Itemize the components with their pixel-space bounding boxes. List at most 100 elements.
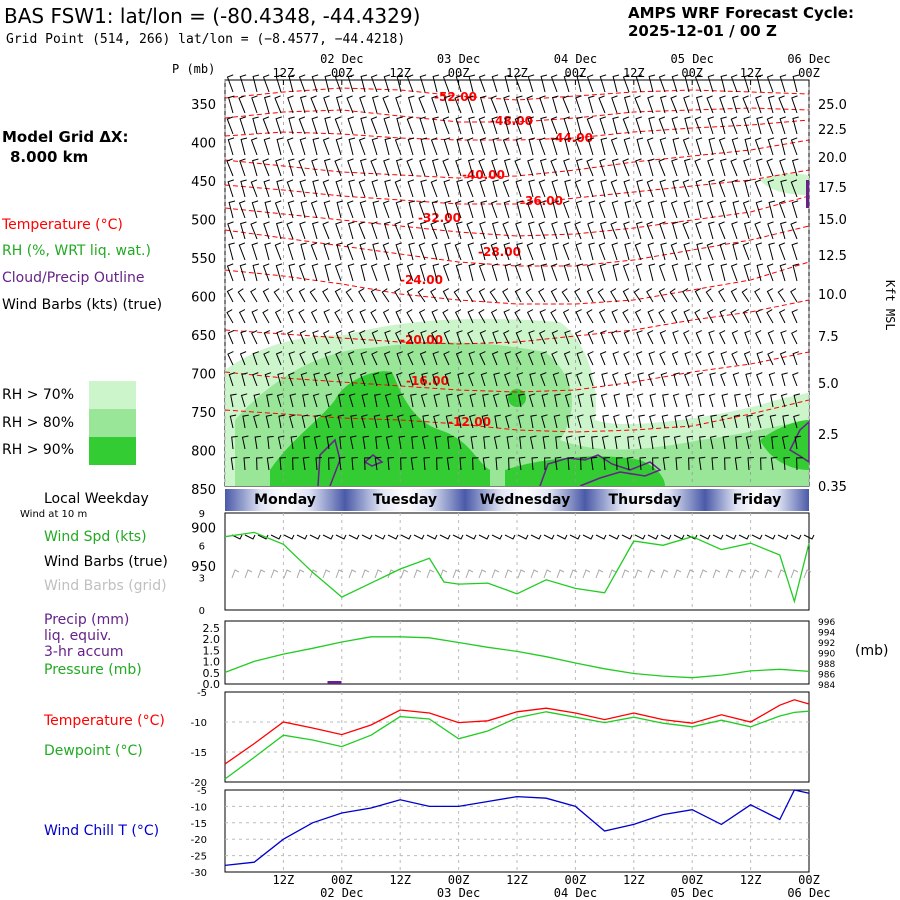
wind-barb: [658, 309, 666, 324]
wind-barb: [480, 372, 488, 387]
wind-barb: [322, 221, 330, 240]
wind-barb: [432, 263, 440, 282]
wind-barb: [394, 137, 402, 156]
wind-barb: [502, 137, 510, 156]
wind-barb: [312, 137, 320, 156]
wind-y-tick-label: 3: [199, 574, 205, 585]
wind-barb: [684, 372, 691, 387]
hour-tick-label-top: 00Z: [798, 66, 820, 80]
wind-barb: [394, 288, 402, 303]
wind-barb: [743, 74, 751, 93]
wind-barb-true: [439, 534, 451, 540]
wind-barb: [552, 372, 560, 387]
wind-barb-grid: [387, 569, 396, 579]
wind-barb: [682, 179, 690, 198]
wind-barb: [491, 116, 498, 135]
wind-barb: [243, 457, 250, 471]
wind-barb: [718, 221, 726, 240]
wind-barb: [659, 351, 666, 366]
wind-barb-grid: [647, 569, 656, 579]
wind-barb: [408, 242, 415, 261]
wind-barb: [724, 457, 731, 471]
wind-y-tick-label: 0: [199, 606, 205, 617]
wind-barb: [758, 435, 766, 450]
wind-barb: [649, 414, 656, 429]
wind-barb: [346, 200, 354, 219]
wind-barb: [709, 435, 717, 450]
wind-barb: [791, 200, 799, 219]
wind-barb: [766, 74, 774, 93]
pressure-tick-label: 800: [191, 445, 216, 460]
wind-barb: [718, 137, 726, 156]
wind-barb: [442, 116, 450, 135]
wind-barb: [719, 200, 727, 219]
wind-barb: [707, 74, 715, 93]
wind-barb-true: [608, 534, 620, 540]
wind-barb: [564, 179, 571, 198]
wind-barb: [705, 288, 714, 303]
pressure-tick-label: 750: [191, 406, 216, 421]
temperature-contour: [224, 351, 810, 393]
wind-barb: [635, 263, 643, 282]
wind-barb: [502, 179, 510, 198]
wind-barb: [431, 158, 439, 177]
wind-barb: [576, 351, 583, 366]
wind-barb: [599, 116, 606, 135]
wind-barb: [396, 351, 403, 366]
wind-barb-grid: [582, 569, 591, 579]
pressure-y-tick-label: 988: [818, 660, 835, 670]
wind-barb: [518, 456, 526, 471]
wind-barb: [252, 263, 260, 282]
wind-barb: [634, 242, 642, 261]
legend-cloud: Cloud/Precip Outline: [2, 270, 145, 286]
wind-barb: [623, 221, 630, 240]
wind-barb: [336, 242, 343, 261]
height-tick-label: 7.5: [818, 330, 839, 345]
wind-barb: [503, 330, 510, 345]
station-title: BAS FSW1: lat/lon = (-80.4348, -44.4329): [4, 4, 421, 28]
wind-barb: [733, 414, 741, 429]
wind-barb: [373, 414, 381, 429]
hour-tick-label-bottom: 00Z: [798, 873, 820, 887]
wind-barb: [719, 95, 726, 114]
wind-barb: [540, 263, 548, 282]
wind-barb: [264, 200, 272, 219]
wind-barb: [611, 242, 618, 261]
wind-barb: [290, 435, 298, 450]
pressure-y-tick-label: 990: [818, 650, 835, 660]
wind-barb: [755, 330, 762, 345]
wind-barb: [299, 351, 306, 366]
wind-barb: [683, 309, 690, 324]
precip-y-tick-label: 0.5: [203, 667, 221, 680]
wind-barb: [263, 330, 270, 345]
wind-barb: [359, 158, 367, 177]
wind-barb: [508, 457, 515, 471]
precip-y-tick-label: 2.5: [203, 622, 221, 635]
wind-barb: [252, 116, 259, 135]
wind-barb: [432, 74, 440, 93]
wind-barb: [626, 393, 633, 408]
wind-barb: [467, 309, 474, 324]
wind-barb: [779, 116, 786, 135]
wind-barb: [600, 330, 607, 345]
wind-barb-true: [491, 534, 503, 540]
wind-barb: [263, 221, 270, 240]
wind-barb: [732, 372, 740, 387]
wind-barb: [514, 288, 522, 303]
wind-barb: [671, 158, 678, 177]
wind-barb: [313, 372, 320, 387]
wind-barb: [277, 435, 285, 450]
wind-barb: [611, 95, 618, 114]
wind-barb: [395, 158, 403, 177]
wind-barb: [339, 435, 346, 450]
wind-barb: [670, 309, 678, 324]
wind-barb: [551, 137, 559, 156]
wind-barb: [720, 74, 728, 93]
wind-barb: [671, 74, 679, 93]
wind-barb: [576, 74, 584, 93]
wind-barb: [335, 179, 342, 198]
wind-barb: [550, 263, 558, 282]
wind-barb: [767, 351, 774, 366]
wind-barb: [274, 200, 282, 219]
wind-barb: [778, 95, 786, 114]
